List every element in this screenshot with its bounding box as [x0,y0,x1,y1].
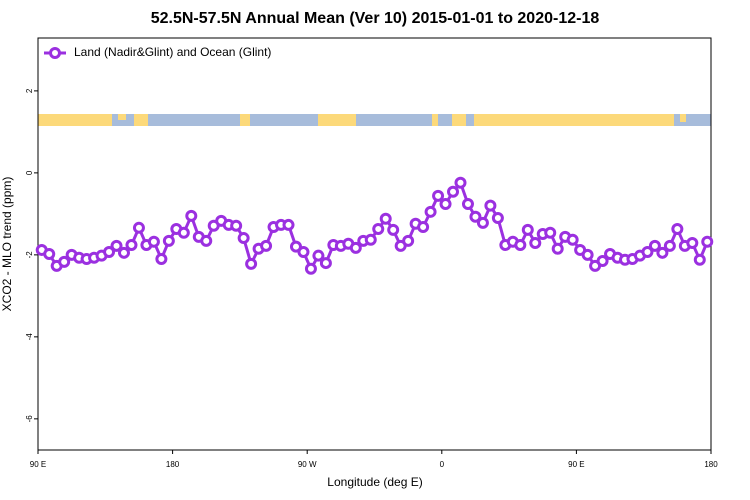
data-point [566,233,579,246]
data-point [454,176,467,189]
data-point [402,234,415,247]
x-tick-label: 90 E [568,460,584,469]
data-point [521,223,534,236]
x-tick-label: 90 E [30,460,46,469]
data-point [424,205,437,218]
data-point [484,199,497,212]
data-point [349,241,362,254]
data-point [282,218,295,231]
data-point [245,257,258,270]
data-point [364,233,377,246]
data-point [312,249,325,262]
data-point [663,239,676,252]
data-point [237,232,250,245]
data-point [529,236,542,249]
y-tick-label: 0 [25,170,34,175]
data-point [671,223,684,236]
data-point [304,262,317,275]
data-point [387,223,400,236]
data-point [319,257,332,270]
x-axis-title: Longitude (deg E) [327,475,422,489]
y-tick-label: -2 [25,251,34,259]
data-point [103,245,116,258]
data-point [544,226,557,239]
data-point [110,239,123,252]
data-point [641,245,654,258]
data-point [514,239,527,252]
data-point [117,246,130,259]
data-point [656,246,669,259]
x-tick-label: 180 [704,460,718,469]
data-point [379,212,392,225]
data-point [476,216,489,229]
data-point [648,239,661,252]
data-point [200,234,213,247]
data-point [162,234,175,247]
data-point [461,198,474,211]
x-tick-label: 90 W [298,460,317,469]
data-point [581,248,594,261]
data-point [43,248,56,261]
data-point [125,239,138,252]
data-point [432,189,445,202]
data-point [596,255,609,268]
data-point [417,220,430,233]
data-point [297,245,310,258]
y-tick-label: -4 [25,333,34,341]
data-point [551,242,564,255]
data-point [230,219,243,232]
x-tick-label: 0 [440,460,445,469]
data-point [372,223,385,236]
legend-marker [49,47,61,59]
data-point [185,209,198,222]
y-tick-label: -6 [25,415,34,423]
data-point [469,210,482,223]
data-point [439,198,452,211]
data-point [58,255,71,268]
land-ocean-strip [38,114,711,126]
x-tick-label: 180 [166,460,180,469]
data-point [155,252,168,265]
data-point [693,253,706,266]
data-point [491,211,504,224]
data-point [260,239,273,252]
legend-label: Land (Nadir&Glint) and Ocean (Glint) [74,45,271,59]
data-point [686,236,699,249]
data-point [177,226,190,239]
data-point [132,221,145,234]
data-point [701,235,714,248]
data-point [147,235,160,248]
y-tick-label: 2 [25,88,34,93]
chart-title: 52.5N-57.5N Annual Mean (Ver 10) 2015-01… [151,10,600,27]
data-point [289,240,302,253]
y-axis-title: XCO2 - MLO trend (ppm) [0,177,14,312]
data-point [447,185,460,198]
